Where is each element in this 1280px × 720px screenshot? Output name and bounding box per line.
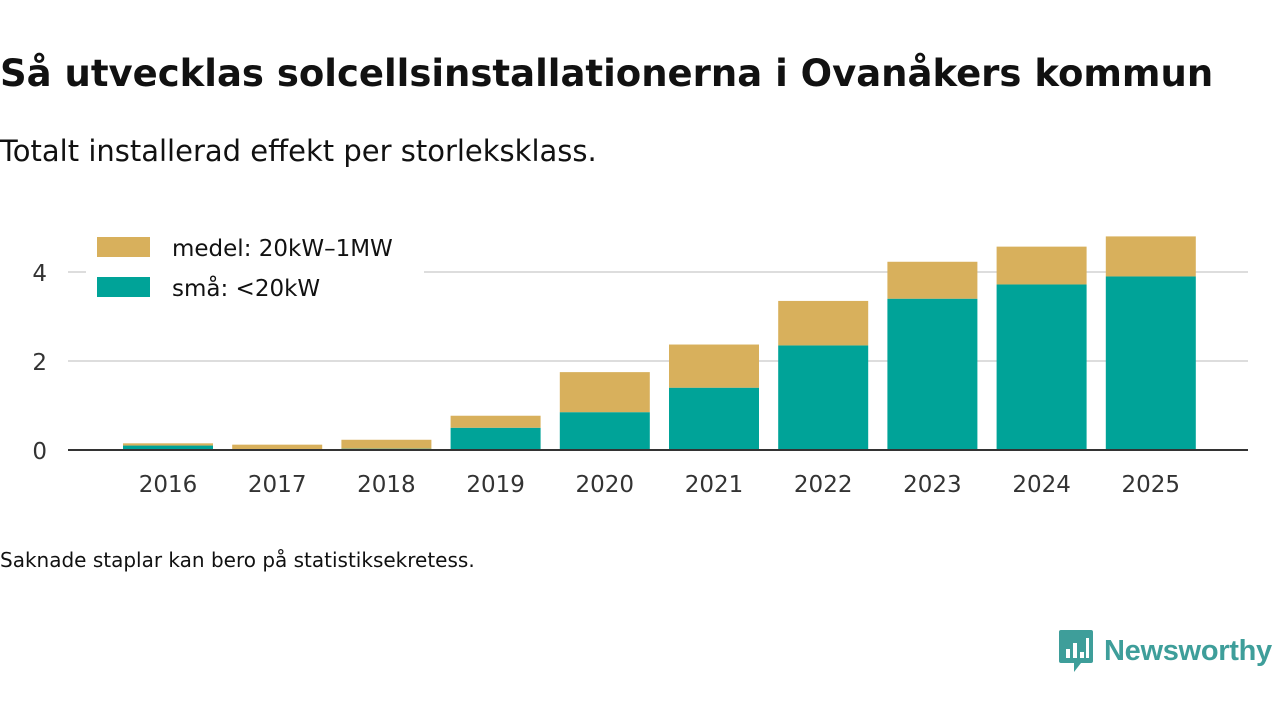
x-tick-label: 2022 — [794, 472, 853, 498]
stacked-bar-chart: 0 2 4 2016 2017 2018 2019 2020 2021 2022 2023 2024 2… — [32, 228, 1248, 498]
bar-small-2019 — [450, 427, 541, 450]
x-tick-label: 2016 — [139, 472, 198, 498]
bar-small-2020 — [559, 412, 650, 450]
bar-medium-2020 — [559, 372, 650, 413]
bar-medium-2019 — [450, 415, 541, 428]
legend-swatch — [97, 277, 150, 297]
bar-medium-2023 — [887, 261, 978, 299]
y-tick-label: 0 — [32, 439, 47, 465]
bar-small-2024 — [996, 284, 1087, 450]
bar-small-2021 — [669, 387, 759, 450]
x-tick-label: 2020 — [576, 472, 635, 498]
y-tick-label: 4 — [32, 261, 47, 287]
bar-medium-2017 — [232, 444, 323, 450]
bar-medium-2022 — [778, 300, 869, 346]
x-tick-label: 2025 — [1122, 472, 1181, 498]
legend-label: små: <20kW — [172, 274, 320, 302]
bar-medium-2018 — [341, 439, 432, 449]
newsworthy-logo-icon — [1059, 630, 1093, 672]
bar-small-2022 — [778, 345, 869, 450]
x-tick-label: 2021 — [685, 472, 744, 498]
bar-medium-2016 — [123, 443, 213, 446]
x-tick-label: 2017 — [248, 472, 307, 498]
bar-medium-2025 — [1105, 236, 1196, 277]
x-tick-label: 2024 — [1012, 472, 1071, 498]
bar-medium-2024 — [996, 246, 1087, 285]
bar-small-2016 — [123, 445, 213, 450]
legend: medel: 20kW–1MW små: <20kW — [86, 228, 424, 316]
axes: 0 2 4 2016 2017 2018 2019 2020 2021 2022 2023 2024 2… — [32, 261, 1248, 498]
bar-medium-2021 — [669, 344, 759, 388]
newsworthy-logo[interactable]: Newsworthy — [1058, 628, 1272, 674]
footnote: Saknade staplar kan bero på statistiksek… — [0, 548, 475, 572]
x-tick-label: 2023 — [903, 472, 962, 498]
bar-small-2023 — [887, 298, 978, 450]
legend-swatch — [97, 237, 150, 257]
chart-subtitle: Totalt installerad effekt per storlekskl… — [0, 134, 597, 168]
chart-title: Så utvecklas solcellsinstallationerna i … — [0, 52, 1214, 95]
bars — [123, 236, 1196, 450]
brand-name: Newsworthy — [1104, 634, 1272, 667]
y-tick-label: 2 — [32, 350, 47, 376]
x-tick-label: 2018 — [357, 472, 416, 498]
legend-label: medel: 20kW–1MW — [172, 236, 393, 262]
x-tick-label: 2019 — [466, 472, 525, 498]
bar-small-2025 — [1105, 276, 1196, 450]
